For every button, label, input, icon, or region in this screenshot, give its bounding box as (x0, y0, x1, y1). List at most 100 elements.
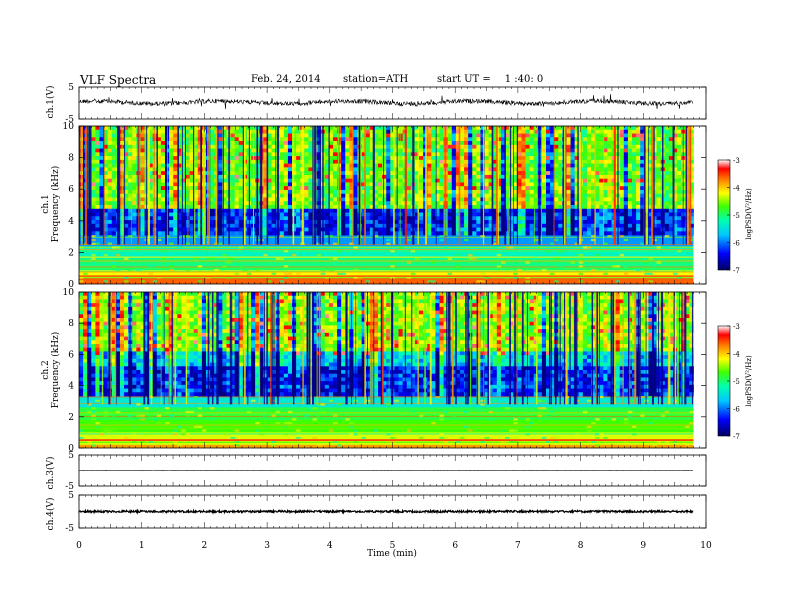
spectrogram-cell (169, 197, 174, 202)
spectrogram-cell (124, 208, 129, 213)
spectrogram-cell (464, 186, 469, 191)
spectrogram-cell (648, 231, 653, 236)
spectrogram-cell (189, 156, 195, 161)
spectrogram-cell (521, 137, 526, 142)
spectrogram-cell (484, 178, 490, 183)
spectrogram-cell (640, 126, 645, 131)
spectrogram-cell (455, 144, 461, 149)
spectrogram-cell (529, 197, 535, 202)
spectrogram-cell (378, 197, 383, 202)
spectrogram-cell (124, 148, 129, 153)
spectrogram-cell (197, 265, 203, 268)
spectrogram-cell (263, 253, 268, 257)
spectrogram-cell (636, 223, 641, 228)
spectrogram-cell (173, 182, 178, 187)
spectrogram-cell (369, 223, 375, 228)
spectrogram-cell (398, 148, 404, 153)
spectrogram-cell (447, 227, 453, 232)
spectrogram-cell (570, 156, 576, 161)
spectrogram-cell (177, 141, 182, 146)
spectrogram-cell (607, 171, 612, 176)
spectrogram-cell (193, 144, 199, 149)
spectrogram-cell (545, 178, 551, 183)
spectrogram-cell (173, 159, 178, 165)
spectrogram-cell (500, 156, 506, 161)
spectrogram-cell (394, 141, 399, 146)
spectrogram-cell (386, 227, 391, 232)
spectrogram-cell (623, 216, 629, 221)
spectrogram-cell (95, 148, 100, 153)
spectrogram-cell (373, 167, 379, 172)
spectrogram-cell (197, 280, 203, 283)
spectrogram-cell (152, 182, 158, 187)
spectrogram-cell (447, 156, 453, 161)
spectrogram-cell (181, 171, 186, 176)
spectrogram-cell (222, 189, 227, 195)
spectrogram-cell (541, 129, 547, 134)
spectrogram-cell (95, 171, 100, 176)
spectrogram-cell (623, 141, 629, 146)
spectrogram-cell (529, 152, 535, 157)
spectrogram-cell (210, 197, 215, 202)
spectrogram-cell (91, 129, 96, 134)
spectrogram-cell (271, 189, 277, 195)
spectrogram-cell (636, 231, 641, 236)
spectrogram-cell (353, 171, 358, 176)
spectrogram-cell (607, 212, 612, 217)
spectrogram-cell (668, 141, 674, 146)
spectrogram-cell (353, 212, 358, 217)
spectrogram-cell (550, 208, 555, 213)
spectrogram-cell (234, 133, 240, 138)
spectrogram-cell (124, 126, 129, 131)
spectrogram-cell (558, 167, 563, 172)
spectrogram-cell (505, 141, 510, 146)
spectrogram-cell (623, 265, 629, 268)
spectrogram-cell (439, 227, 444, 232)
spectrogram-cell (365, 227, 371, 232)
spectrogram-cell (545, 144, 551, 149)
spectrogram-cell (414, 163, 420, 168)
spectrogram-cell (398, 152, 404, 157)
spectrogram-cell (505, 227, 510, 232)
spectrogram-cell (648, 167, 653, 172)
spectrogram-cell (664, 186, 670, 191)
spectrogram-cell (378, 178, 383, 183)
spectrogram-cell (173, 205, 178, 210)
spectrogram-cell (484, 137, 490, 142)
spectrogram-cell (292, 186, 297, 191)
spectrogram-cell (554, 163, 559, 168)
spectrogram-cell (496, 126, 502, 131)
spectrogram-cell (439, 126, 444, 131)
spectrogram-cell (476, 133, 481, 138)
spectrogram-cell (308, 152, 313, 157)
spectrogram-cell (648, 189, 653, 195)
spectrogram-cell (505, 205, 510, 210)
spectrogram-cell (373, 174, 379, 180)
spectrogram-cell (124, 174, 129, 180)
spectrogram-cell (505, 174, 510, 180)
spectrogram-cell (369, 174, 375, 180)
spectrogram-cell (656, 189, 662, 195)
spectrogram-cell (210, 133, 215, 138)
spectrogram-cell (566, 171, 571, 176)
spectrogram-cell (525, 216, 531, 221)
spectrogram-cell (419, 212, 424, 217)
spectrogram-cell (218, 144, 223, 149)
spectrogram-cell (664, 235, 670, 238)
spectrogram-cell (472, 148, 477, 153)
spectrogram-cell (107, 216, 113, 221)
spectrogram-cell (672, 141, 678, 146)
spectrogram-cell (586, 156, 592, 161)
spectrogram-cell (324, 193, 330, 198)
spectrogram-cell (517, 205, 522, 210)
spectrogram-cell (197, 171, 203, 176)
spectrogram-cell (545, 129, 551, 134)
spectrogram-cell (505, 137, 510, 142)
spectrogram-cell (558, 193, 563, 198)
spectrogram-cell (390, 193, 395, 198)
spectrogram-cell (533, 193, 539, 198)
spectrogram-cell (222, 167, 227, 172)
spectrogram-cell (353, 268, 358, 272)
spectrogram-cell (521, 156, 526, 161)
spectrogram-cell (222, 205, 227, 210)
